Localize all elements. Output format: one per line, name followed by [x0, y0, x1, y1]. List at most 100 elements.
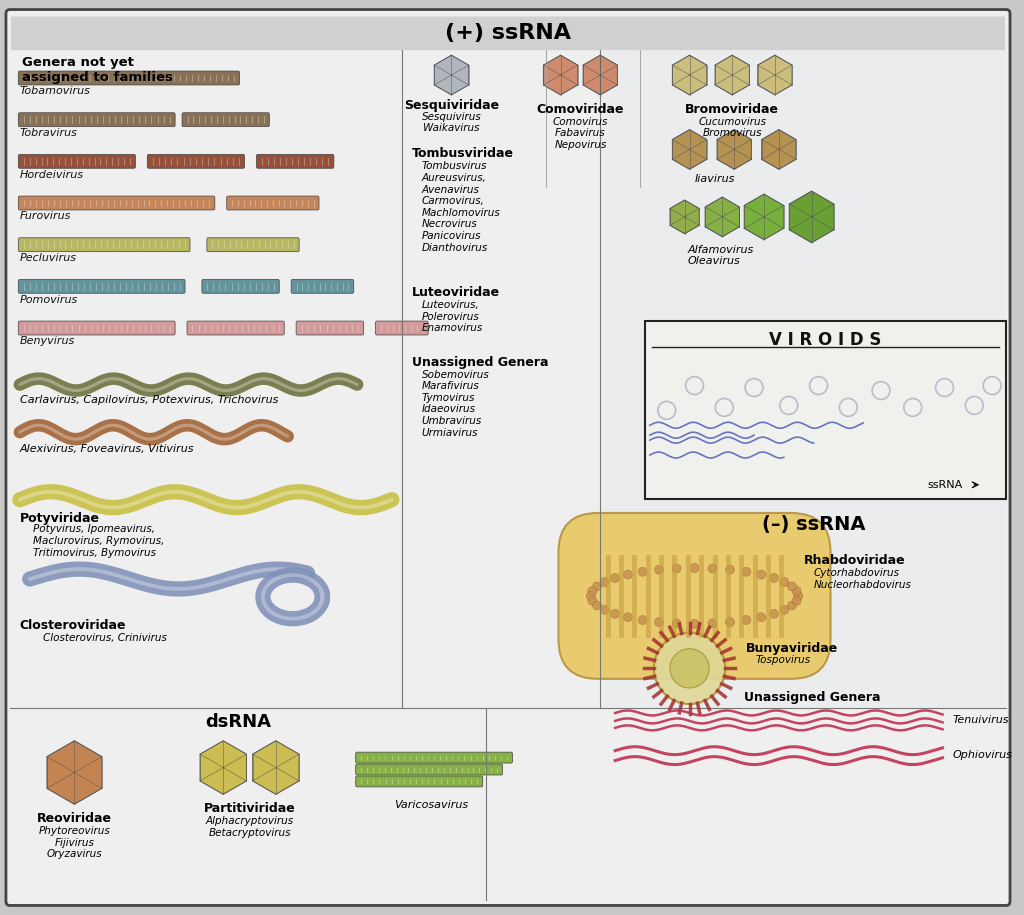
Polygon shape [762, 130, 796, 169]
Text: dsRNA: dsRNA [205, 713, 271, 731]
Circle shape [769, 574, 778, 583]
Text: Closterovirus, Crinivirus: Closterovirus, Crinivirus [30, 632, 167, 642]
FancyBboxPatch shape [18, 238, 190, 252]
Circle shape [742, 567, 751, 576]
Text: Iiavirus: Iiavirus [694, 174, 735, 184]
Circle shape [708, 619, 717, 628]
Text: Phytoreovirus
Fijivirus
Oryzavirus: Phytoreovirus Fijivirus Oryzavirus [39, 826, 111, 859]
Circle shape [624, 570, 632, 579]
Circle shape [654, 565, 664, 575]
Polygon shape [434, 55, 469, 95]
Polygon shape [670, 200, 699, 233]
Text: Luteoviridae: Luteoviridae [412, 286, 500, 299]
Text: Partitiviridae: Partitiviridae [204, 802, 296, 815]
Polygon shape [673, 130, 707, 169]
Text: Comoviridae: Comoviridae [537, 102, 625, 116]
Polygon shape [717, 130, 752, 169]
Circle shape [610, 574, 620, 583]
Text: Closteroviridae: Closteroviridae [19, 619, 126, 631]
Polygon shape [47, 741, 102, 804]
Circle shape [793, 597, 801, 605]
Text: Potyviridae: Potyviridae [19, 511, 100, 524]
Text: Alfamovirus
Oleavirus: Alfamovirus Oleavirus [687, 244, 754, 266]
FancyBboxPatch shape [355, 764, 503, 775]
Circle shape [672, 619, 681, 628]
FancyBboxPatch shape [376, 321, 428, 335]
Circle shape [787, 601, 797, 610]
Text: ssRNA: ssRNA [928, 479, 963, 490]
Text: Reoviridae: Reoviridae [37, 813, 112, 825]
FancyBboxPatch shape [11, 16, 1005, 50]
Text: Varicosavirus: Varicosavirus [394, 801, 469, 811]
Circle shape [726, 618, 734, 627]
Text: Sobemovirus
Marafivirus
Tymovirus
Idaeovirus
Umbravirus
Urmiavirus: Sobemovirus Marafivirus Tymovirus Idaeov… [422, 370, 489, 437]
Circle shape [794, 591, 803, 600]
Circle shape [624, 613, 632, 621]
Text: Unassigned Genera: Unassigned Genera [744, 691, 881, 705]
Circle shape [757, 613, 766, 621]
Text: Bunyaviridae: Bunyaviridae [746, 641, 839, 654]
FancyBboxPatch shape [645, 321, 1006, 499]
Polygon shape [790, 191, 834, 242]
Circle shape [742, 616, 751, 625]
Text: Genera not yet
assigned to families: Genera not yet assigned to families [22, 56, 173, 84]
Circle shape [588, 587, 597, 596]
Circle shape [708, 564, 717, 573]
FancyBboxPatch shape [355, 752, 512, 763]
Circle shape [638, 567, 647, 576]
FancyBboxPatch shape [291, 279, 353, 294]
Circle shape [757, 570, 766, 579]
Circle shape [690, 619, 699, 629]
Circle shape [769, 609, 778, 619]
FancyBboxPatch shape [18, 155, 135, 168]
Circle shape [610, 609, 620, 619]
Polygon shape [200, 741, 247, 794]
Text: Carlavirus, Capilovirus, Potexvirus, Trichovirus: Carlavirus, Capilovirus, Potexvirus, Tri… [19, 395, 279, 405]
Circle shape [654, 632, 725, 704]
Circle shape [593, 582, 601, 591]
FancyBboxPatch shape [256, 155, 334, 168]
FancyBboxPatch shape [202, 279, 280, 294]
Circle shape [690, 564, 699, 573]
Circle shape [670, 649, 710, 688]
Text: Pecluvirus: Pecluvirus [19, 253, 77, 264]
Circle shape [600, 577, 609, 587]
Polygon shape [583, 55, 617, 95]
Polygon shape [253, 741, 299, 794]
Text: Tobravirus: Tobravirus [19, 128, 78, 138]
Text: Furovirus: Furovirus [19, 211, 72, 221]
Polygon shape [758, 55, 792, 95]
FancyBboxPatch shape [207, 238, 299, 252]
Text: Pomovirus: Pomovirus [19, 295, 78, 305]
Text: Benyvirus: Benyvirus [19, 337, 75, 347]
Text: Comovirus
Fabavirus
Nepovirus: Comovirus Fabavirus Nepovirus [553, 117, 608, 150]
Circle shape [793, 587, 801, 596]
Text: Sesquiviridae: Sesquiviridae [403, 99, 499, 112]
Text: (+) ssRNA: (+) ssRNA [445, 24, 571, 43]
Text: Sesquivirus
Waikavirus: Sesquivirus Waikavirus [422, 112, 481, 134]
Polygon shape [744, 194, 783, 240]
Polygon shape [544, 55, 578, 95]
FancyBboxPatch shape [296, 321, 364, 335]
Circle shape [726, 565, 734, 575]
FancyBboxPatch shape [18, 113, 175, 126]
Text: V I R O I D S: V I R O I D S [769, 331, 882, 349]
Polygon shape [673, 55, 707, 95]
Text: Tombusviridae: Tombusviridae [412, 147, 514, 160]
Text: Cytorhabdovirus
Nucleorhabdovirus: Cytorhabdovirus Nucleorhabdovirus [813, 568, 911, 590]
Text: Rhabdoviridae: Rhabdoviridae [804, 554, 905, 567]
Text: Tobamovirus: Tobamovirus [19, 86, 91, 96]
Polygon shape [715, 55, 750, 95]
FancyBboxPatch shape [18, 279, 185, 294]
Text: Unassigned Genera: Unassigned Genera [412, 356, 548, 369]
Circle shape [787, 582, 797, 591]
Text: Tenuivirus: Tenuivirus [952, 715, 1009, 725]
FancyBboxPatch shape [182, 113, 269, 126]
FancyBboxPatch shape [558, 513, 830, 679]
FancyBboxPatch shape [601, 50, 1006, 708]
FancyBboxPatch shape [18, 196, 215, 210]
FancyBboxPatch shape [6, 9, 1010, 906]
FancyBboxPatch shape [187, 321, 285, 335]
Circle shape [587, 591, 595, 600]
Text: Hordeivirus: Hordeivirus [19, 170, 84, 179]
